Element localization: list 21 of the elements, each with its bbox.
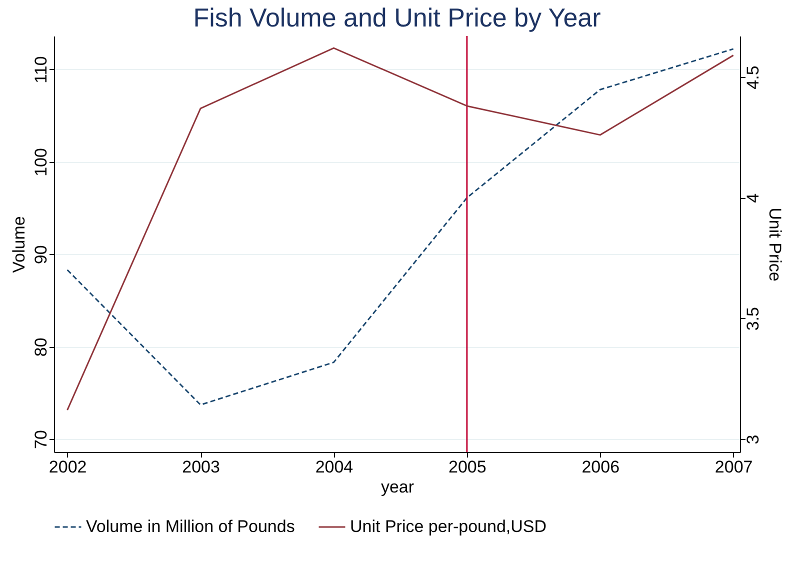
y2-tick-label: 3 xyxy=(744,434,762,444)
y2-axis-title: Unit Price xyxy=(766,208,784,282)
x-tick-label: 2007 xyxy=(714,458,753,476)
y-tick-label: 100 xyxy=(32,148,50,176)
y2-tick-label: 4 xyxy=(744,193,762,203)
x-tick-label: 2002 xyxy=(48,458,87,476)
y-axis-title: Volume xyxy=(10,216,28,273)
y2-tick-label: 3.5 xyxy=(744,307,762,331)
y-tick-label: 110 xyxy=(32,56,50,84)
y-tick-label: 90 xyxy=(32,245,50,264)
x-tick-label: 2003 xyxy=(182,458,220,476)
legend-label: Unit Price per-pound,USD xyxy=(350,517,547,536)
y-tick-label: 80 xyxy=(32,338,50,357)
y-tick-label: 70 xyxy=(32,430,50,450)
y2-tick-label: 4.5 xyxy=(744,66,762,90)
x-tick-label: 2005 xyxy=(448,458,486,476)
x-axis-title: year xyxy=(380,478,414,496)
x-tick-label: 2004 xyxy=(315,458,354,476)
legend-label: Volume in Million of Pounds xyxy=(86,517,295,536)
x-tick-label: 2006 xyxy=(582,458,620,476)
chart-title: Fish Volume and Unit Price by Year xyxy=(193,2,602,32)
